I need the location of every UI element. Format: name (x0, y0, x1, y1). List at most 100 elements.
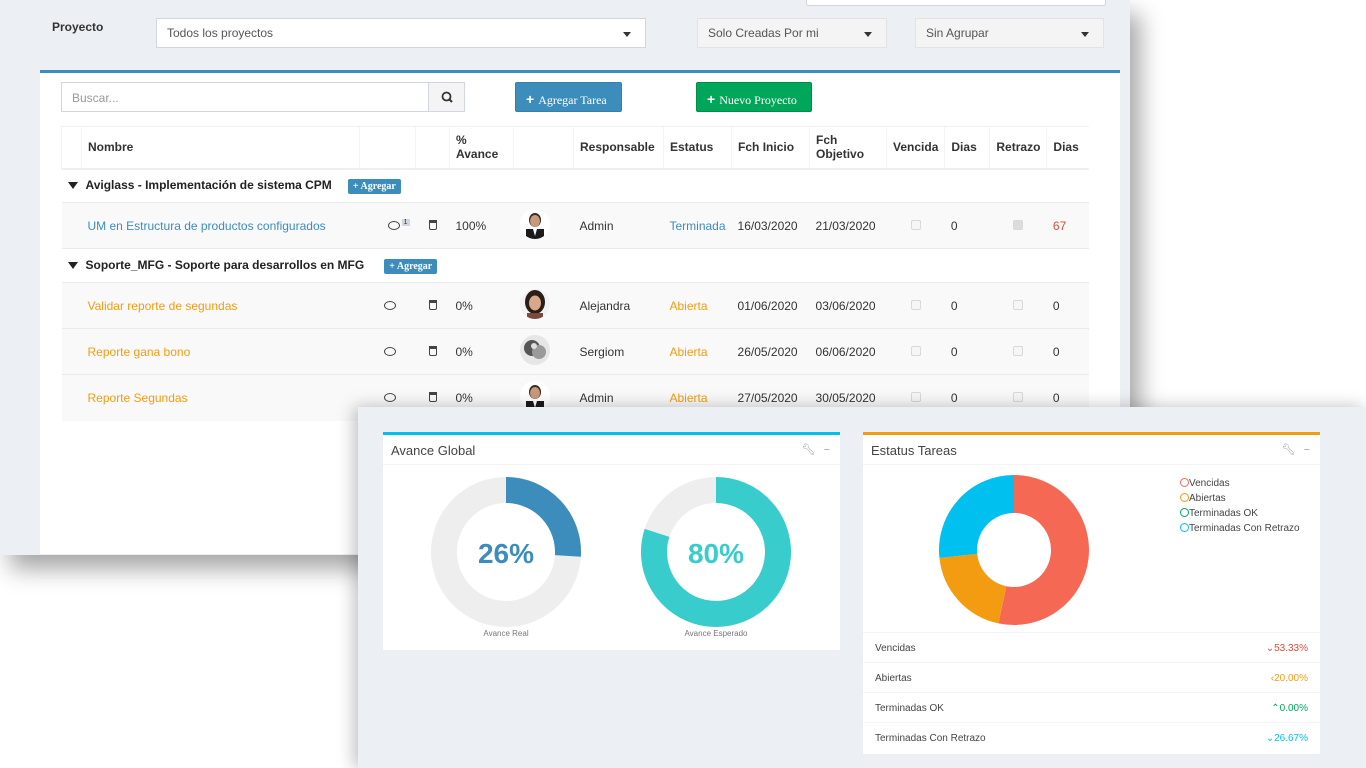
delay-days-value: 0 (1046, 328, 1089, 375)
group-select[interactable]: Sin Agrupar (915, 18, 1104, 48)
add-task-to-project-label: Agregar (360, 180, 396, 192)
stat-pct: ⌃0.00% (1271, 703, 1308, 714)
column-header-avatar (513, 126, 574, 170)
caret-down-icon[interactable] (67, 181, 78, 189)
column-header-fch-inicio[interactable]: Fch Inicio (731, 126, 810, 170)
donut-slice-vencidas[interactable] (998, 475, 1089, 625)
delay-cell (989, 282, 1047, 329)
table-row[interactable]: Reporte gana bono 0% Sergiom Abierta 26/… (61, 328, 1089, 375)
overdue-cell (886, 202, 945, 249)
target-date-value: 06/06/2020 (809, 328, 887, 375)
column-header-estatus[interactable]: Estatus (662, 126, 732, 170)
estatus-legend: Vencidas Abiertas Terminadas OK Terminad… (1180, 476, 1300, 536)
wrench-icon[interactable]: 🔧︎ (801, 444, 816, 456)
legend-item-terminadas-con-retrazo[interactable]: Terminadas Con Retrazo (1180, 521, 1300, 536)
plus-icon: + (352, 180, 361, 192)
column-header-retrazo[interactable]: Retrazo (989, 126, 1047, 170)
avatar (519, 209, 550, 239)
new-project-button[interactable]: + Nuevo Proyecto (696, 82, 812, 112)
start-date-value: 26/05/2020 (731, 328, 810, 375)
overdue-checkbox (910, 299, 921, 310)
delete-cell (415, 328, 450, 375)
creator-select[interactable]: Solo Creadas Por mi (697, 18, 887, 48)
stat-pct: ‹20.00% (1271, 673, 1308, 684)
trash-icon[interactable] (428, 391, 437, 402)
table-header-row: Nombre % Avance Responsable Estatus Fch … (61, 126, 1089, 170)
chevron-left-icon: ‹ (1270, 673, 1275, 684)
column-header-dias[interactable]: Dias (944, 126, 990, 170)
stat-pct-value: 26.67% (1274, 733, 1308, 744)
legend-item-vencidas[interactable]: Vencidas (1180, 476, 1300, 491)
column-header-responsable[interactable]: Responsable (573, 126, 664, 170)
search-input[interactable]: Buscar... (61, 82, 429, 112)
stat-row-vencidas: Vencidas ⌄53.33% (863, 632, 1320, 662)
status-value: Abierta (663, 328, 732, 375)
collapse-icon[interactable]: − (1303, 444, 1310, 456)
column-header-nombre[interactable]: Nombre (81, 126, 360, 170)
comments-cell[interactable] (359, 282, 416, 329)
avance-esperado-arc (641, 477, 791, 627)
comment-icon[interactable] (383, 300, 396, 310)
stat-label: Terminadas OK (875, 703, 944, 714)
progress-value: 100% (449, 202, 514, 249)
legend-item-terminadas-ok[interactable]: Terminadas OK (1180, 506, 1300, 521)
task-name-link[interactable]: Reporte Segundas (81, 374, 360, 421)
legend-label: Terminadas OK (1189, 508, 1258, 519)
table-row[interactable]: Validar reporte de segundas 0% Alejandra… (61, 282, 1089, 329)
caret-down-icon[interactable] (67, 261, 78, 269)
table-row[interactable]: UM en Estructura de productos configurad… (61, 202, 1089, 249)
plus-icon: + (707, 91, 716, 107)
plus-icon: + (389, 260, 397, 272)
task-name-link[interactable]: Validar reporte de segundas (81, 282, 360, 329)
project-group-title: Soporte_MFG - Soporte para desarrollos e… (85, 257, 365, 272)
comment-icon[interactable] (383, 346, 396, 356)
stat-row-terminadas-con-retrazo: Terminadas Con Retrazo ⌄26.67% (863, 722, 1320, 752)
chevron-down-icon (623, 32, 631, 37)
column-header-avance[interactable]: % Avance (449, 126, 514, 170)
legend-marker (1180, 508, 1189, 517)
trash-icon[interactable] (428, 299, 437, 310)
add-task-to-project-label: Agregar (396, 260, 433, 272)
wrench-icon[interactable]: 🔧︎ (1281, 444, 1296, 456)
estatus-stats-list: Vencidas ⌄53.33% Abiertas ‹20.00% Terminad… (863, 632, 1320, 752)
stat-pct-value: 0.00% (1279, 703, 1308, 714)
tasks-table: Nombre % Avance Responsable Estatus Fch … (61, 126, 1089, 421)
trash-icon[interactable] (428, 345, 437, 356)
column-header-fch-objetivo[interactable]: Fch Objetivo (809, 126, 887, 170)
comment-icon[interactable] (383, 392, 396, 402)
legend-item-abiertas[interactable]: Abiertas (1180, 491, 1300, 506)
collapse-icon[interactable]: − (823, 444, 830, 456)
delay-cell (989, 202, 1047, 249)
add-task-button[interactable]: + Agregar Tarea (515, 82, 622, 112)
trash-icon[interactable] (428, 219, 437, 230)
delay-checkbox (1013, 345, 1024, 356)
task-name-link[interactable]: UM en Estructura de productos configurad… (81, 202, 360, 249)
add-task-to-project-button[interactable]: + Agregar (384, 258, 438, 274)
row-spacer (61, 328, 82, 375)
project-select[interactable]: Todos los proyectos (156, 18, 646, 48)
days-value: 0 (944, 328, 990, 375)
comment-icon[interactable] (387, 220, 400, 230)
target-date-value: 03/06/2020 (809, 282, 887, 329)
column-header-vencida[interactable]: Vencida (886, 126, 945, 170)
top-search-field[interactable] (806, 0, 1106, 6)
task-name-link[interactable]: Reporte gana bono (81, 328, 360, 375)
days-value: 0 (944, 202, 990, 249)
project-group-row: Aviglass - Implementación de sistema CPM… (61, 168, 1089, 203)
comment-count-badge: 1 (401, 218, 410, 226)
donut-slice-terminadas-con-retrazo[interactable] (939, 475, 1015, 558)
estatus-donut-chart (939, 475, 1089, 625)
overdue-cell (886, 328, 945, 375)
donut-slice-abiertas[interactable] (939, 552, 1008, 624)
add-task-label: Agregar Tarea (538, 93, 607, 107)
chevron-down-icon: ⌄ (1265, 643, 1275, 654)
card-tools: 🔧︎ − (794, 443, 830, 456)
comments-cell[interactable]: 1 (359, 202, 416, 249)
comments-cell[interactable] (359, 328, 416, 375)
responsable-value: Alejandra (573, 282, 664, 329)
search-button[interactable] (428, 82, 465, 112)
add-task-to-project-button[interactable]: + Agregar (347, 178, 401, 194)
row-spacer (61, 374, 82, 421)
column-header-dias-retrazo[interactable]: Dias (1046, 126, 1089, 170)
stat-pct-value: 53.33% (1274, 643, 1308, 654)
